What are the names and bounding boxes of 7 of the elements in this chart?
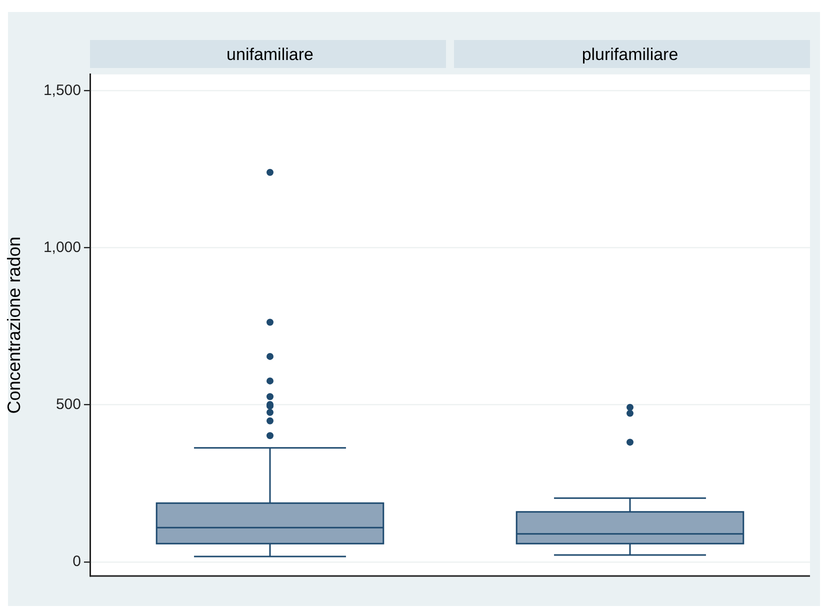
y-tick-label: 1,000 xyxy=(43,238,81,256)
y-tick-label: 1,500 xyxy=(43,82,81,99)
x-tick-label: plurifamiliare xyxy=(582,44,678,64)
y-tick-label: 500 xyxy=(56,396,81,413)
x-tick-label: unifamiliare xyxy=(226,44,314,64)
y-axis-title: Concentrazione radon xyxy=(4,236,24,414)
y-tick-label: 0 xyxy=(72,553,81,570)
